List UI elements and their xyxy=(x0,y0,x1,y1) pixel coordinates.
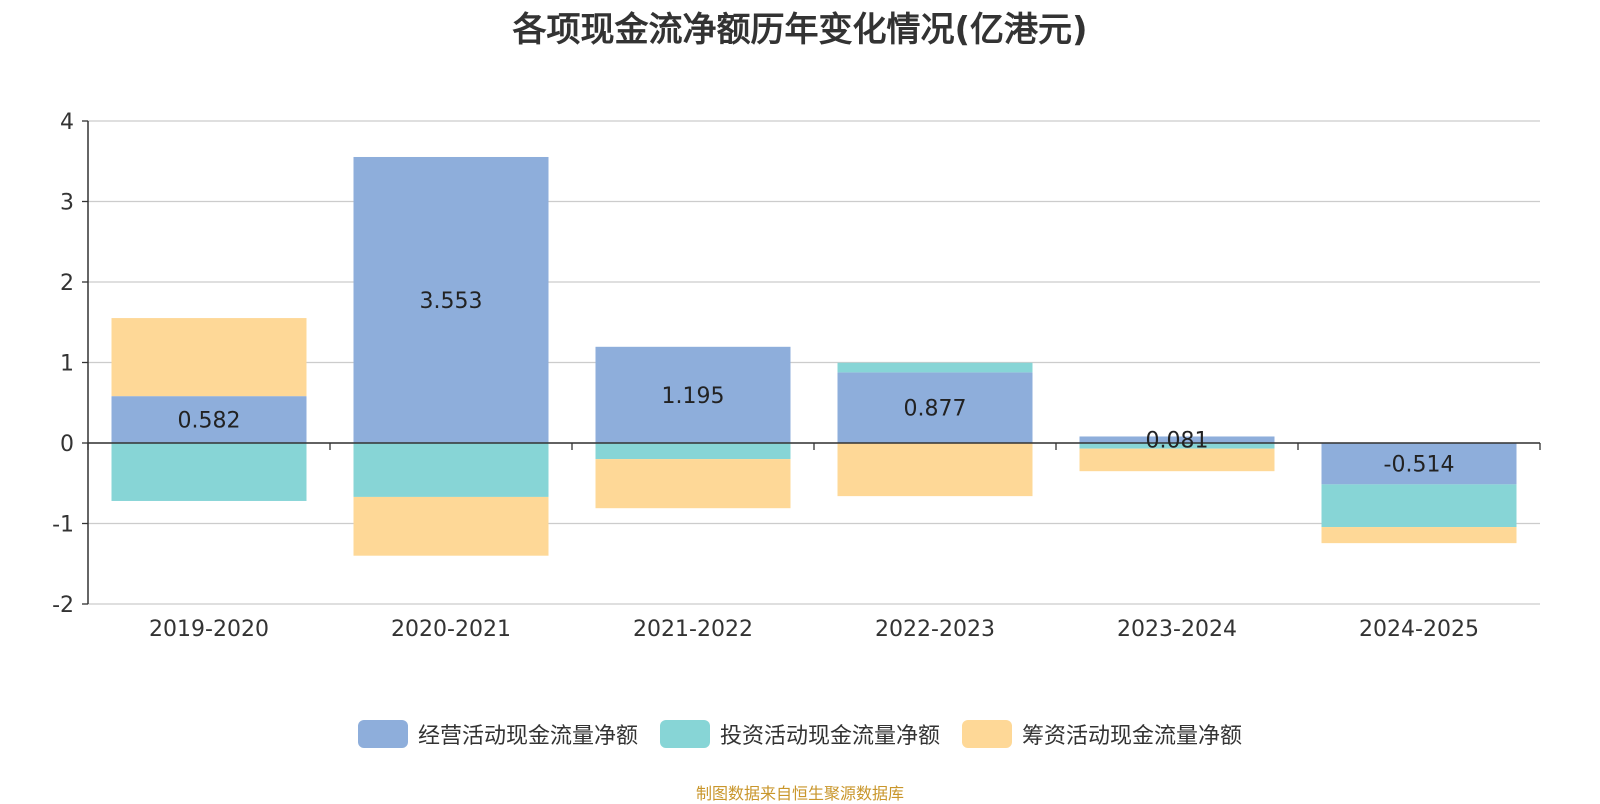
legend-label-operating: 经营活动现金流量净额 xyxy=(417,724,638,749)
labels-layer: 4 3 2 1 0 -1 -2 0.582 3.553 1.195 0.877 0.081 -0.514… xyxy=(52,110,1479,642)
legend: 经营活动现金流量净额 投资活动现金流量净额 筹资活动现金流量净额 xyxy=(0,718,1600,750)
legend-swatch-financing xyxy=(962,720,1012,748)
source-note: 制图数据来自恒生聚源数据库 xyxy=(695,784,904,803)
bar-series2-2024-2025 xyxy=(1321,527,1517,544)
bar-series2-2020-2021 xyxy=(353,496,549,556)
bar-series0-2020-2021 xyxy=(353,156,549,443)
bar-series1-2022-2023 xyxy=(837,362,1033,373)
legend-item-operating[interactable]: 经营活动现金流量净额 xyxy=(357,718,638,750)
y-tick-label: 1 xyxy=(60,352,74,377)
axis-layer xyxy=(82,120,1541,605)
y-tick-label: -1 xyxy=(52,513,74,538)
bar-value-label: 3.553 xyxy=(420,289,483,314)
bar-value-label: -0.514 xyxy=(1384,453,1455,478)
y-tick-label: 2 xyxy=(60,271,74,296)
x-tick-label: 2019-2020 xyxy=(149,617,269,642)
bar-series0-2021-2022 xyxy=(595,346,791,443)
legend-label-investing: 投资活动现金流量净额 xyxy=(719,724,940,749)
bar-value-label: 0.877 xyxy=(904,397,967,422)
legend-item-investing[interactable]: 投资活动现金流量净额 xyxy=(659,718,940,750)
bar-value-label: 1.195 xyxy=(662,384,725,409)
bar-series2-2023-2024 xyxy=(1079,448,1275,472)
bar-series0-2019-2020 xyxy=(111,396,307,443)
chart-title: 各项现金流净额历年变化情况(亿港元) xyxy=(512,10,1088,50)
y-tick-label: 4 xyxy=(60,110,74,135)
bar-series2-2019-2020 xyxy=(111,318,307,397)
y-tick-label: 0 xyxy=(60,432,74,457)
bar-series0-2022-2023 xyxy=(837,372,1033,443)
bars-layer xyxy=(111,156,1517,556)
bar-series1-2023-2024 xyxy=(1079,443,1275,449)
x-tick-label: 2023-2024 xyxy=(1117,617,1237,642)
bar-series2-2021-2022 xyxy=(595,459,791,509)
bar-series1-2019-2020 xyxy=(111,443,307,501)
bar-value-label: 0.081 xyxy=(1146,429,1209,454)
bar-series1-2020-2021 xyxy=(353,443,549,497)
legend-label-financing: 筹资活动现金流量净额 xyxy=(1022,724,1243,749)
bar-series2-2022-2023 xyxy=(837,443,1033,497)
grid-layer xyxy=(88,120,1540,605)
x-tick-label: 2024-2025 xyxy=(1359,617,1479,642)
legend-swatch-operating xyxy=(357,720,408,748)
x-tick-label: 2021-2022 xyxy=(633,617,753,642)
legend-item-financing[interactable]: 筹资活动现金流量净额 xyxy=(962,718,1242,750)
legend-swatch-investing xyxy=(659,720,710,748)
bar-series1-2021-2022 xyxy=(595,443,791,460)
bar-series0-2023-2024 xyxy=(1079,436,1275,443)
y-tick-label: 3 xyxy=(60,191,74,216)
bar-value-label: 0.582 xyxy=(178,409,241,434)
x-tick-label: 2022-2023 xyxy=(875,617,995,642)
bar-series1-2024-2025 xyxy=(1321,484,1517,528)
bar-series0-2024-2025 xyxy=(1321,443,1517,485)
y-tick-label: -2 xyxy=(52,593,74,618)
x-tick-label: 2020-2021 xyxy=(391,617,511,642)
